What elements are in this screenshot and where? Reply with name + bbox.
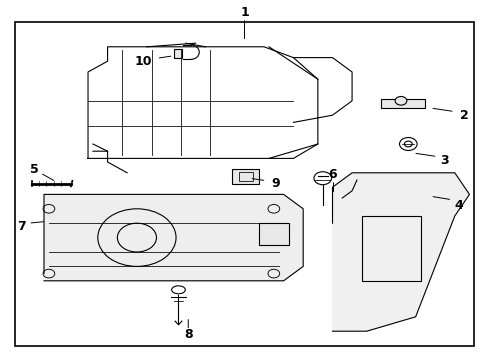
Text: 6: 6 [327,168,336,181]
Bar [232,169,259,184]
Text: 3: 3 [439,154,448,167]
Polygon shape [332,173,468,331]
Text: 10: 10 [134,55,151,68]
Bar [361,216,420,281]
Text: 5: 5 [30,163,39,176]
Bar [259,223,288,245]
Text: 1: 1 [240,6,248,19]
Bar [238,172,253,181]
Text: 2: 2 [459,109,468,122]
Text: 9: 9 [271,177,280,190]
Text: 4: 4 [454,199,463,212]
Bar [381,99,425,108]
Circle shape [394,96,406,105]
Text: 8: 8 [183,328,192,341]
Text: 7: 7 [17,220,25,233]
Polygon shape [44,194,303,281]
Bar [173,49,182,58]
